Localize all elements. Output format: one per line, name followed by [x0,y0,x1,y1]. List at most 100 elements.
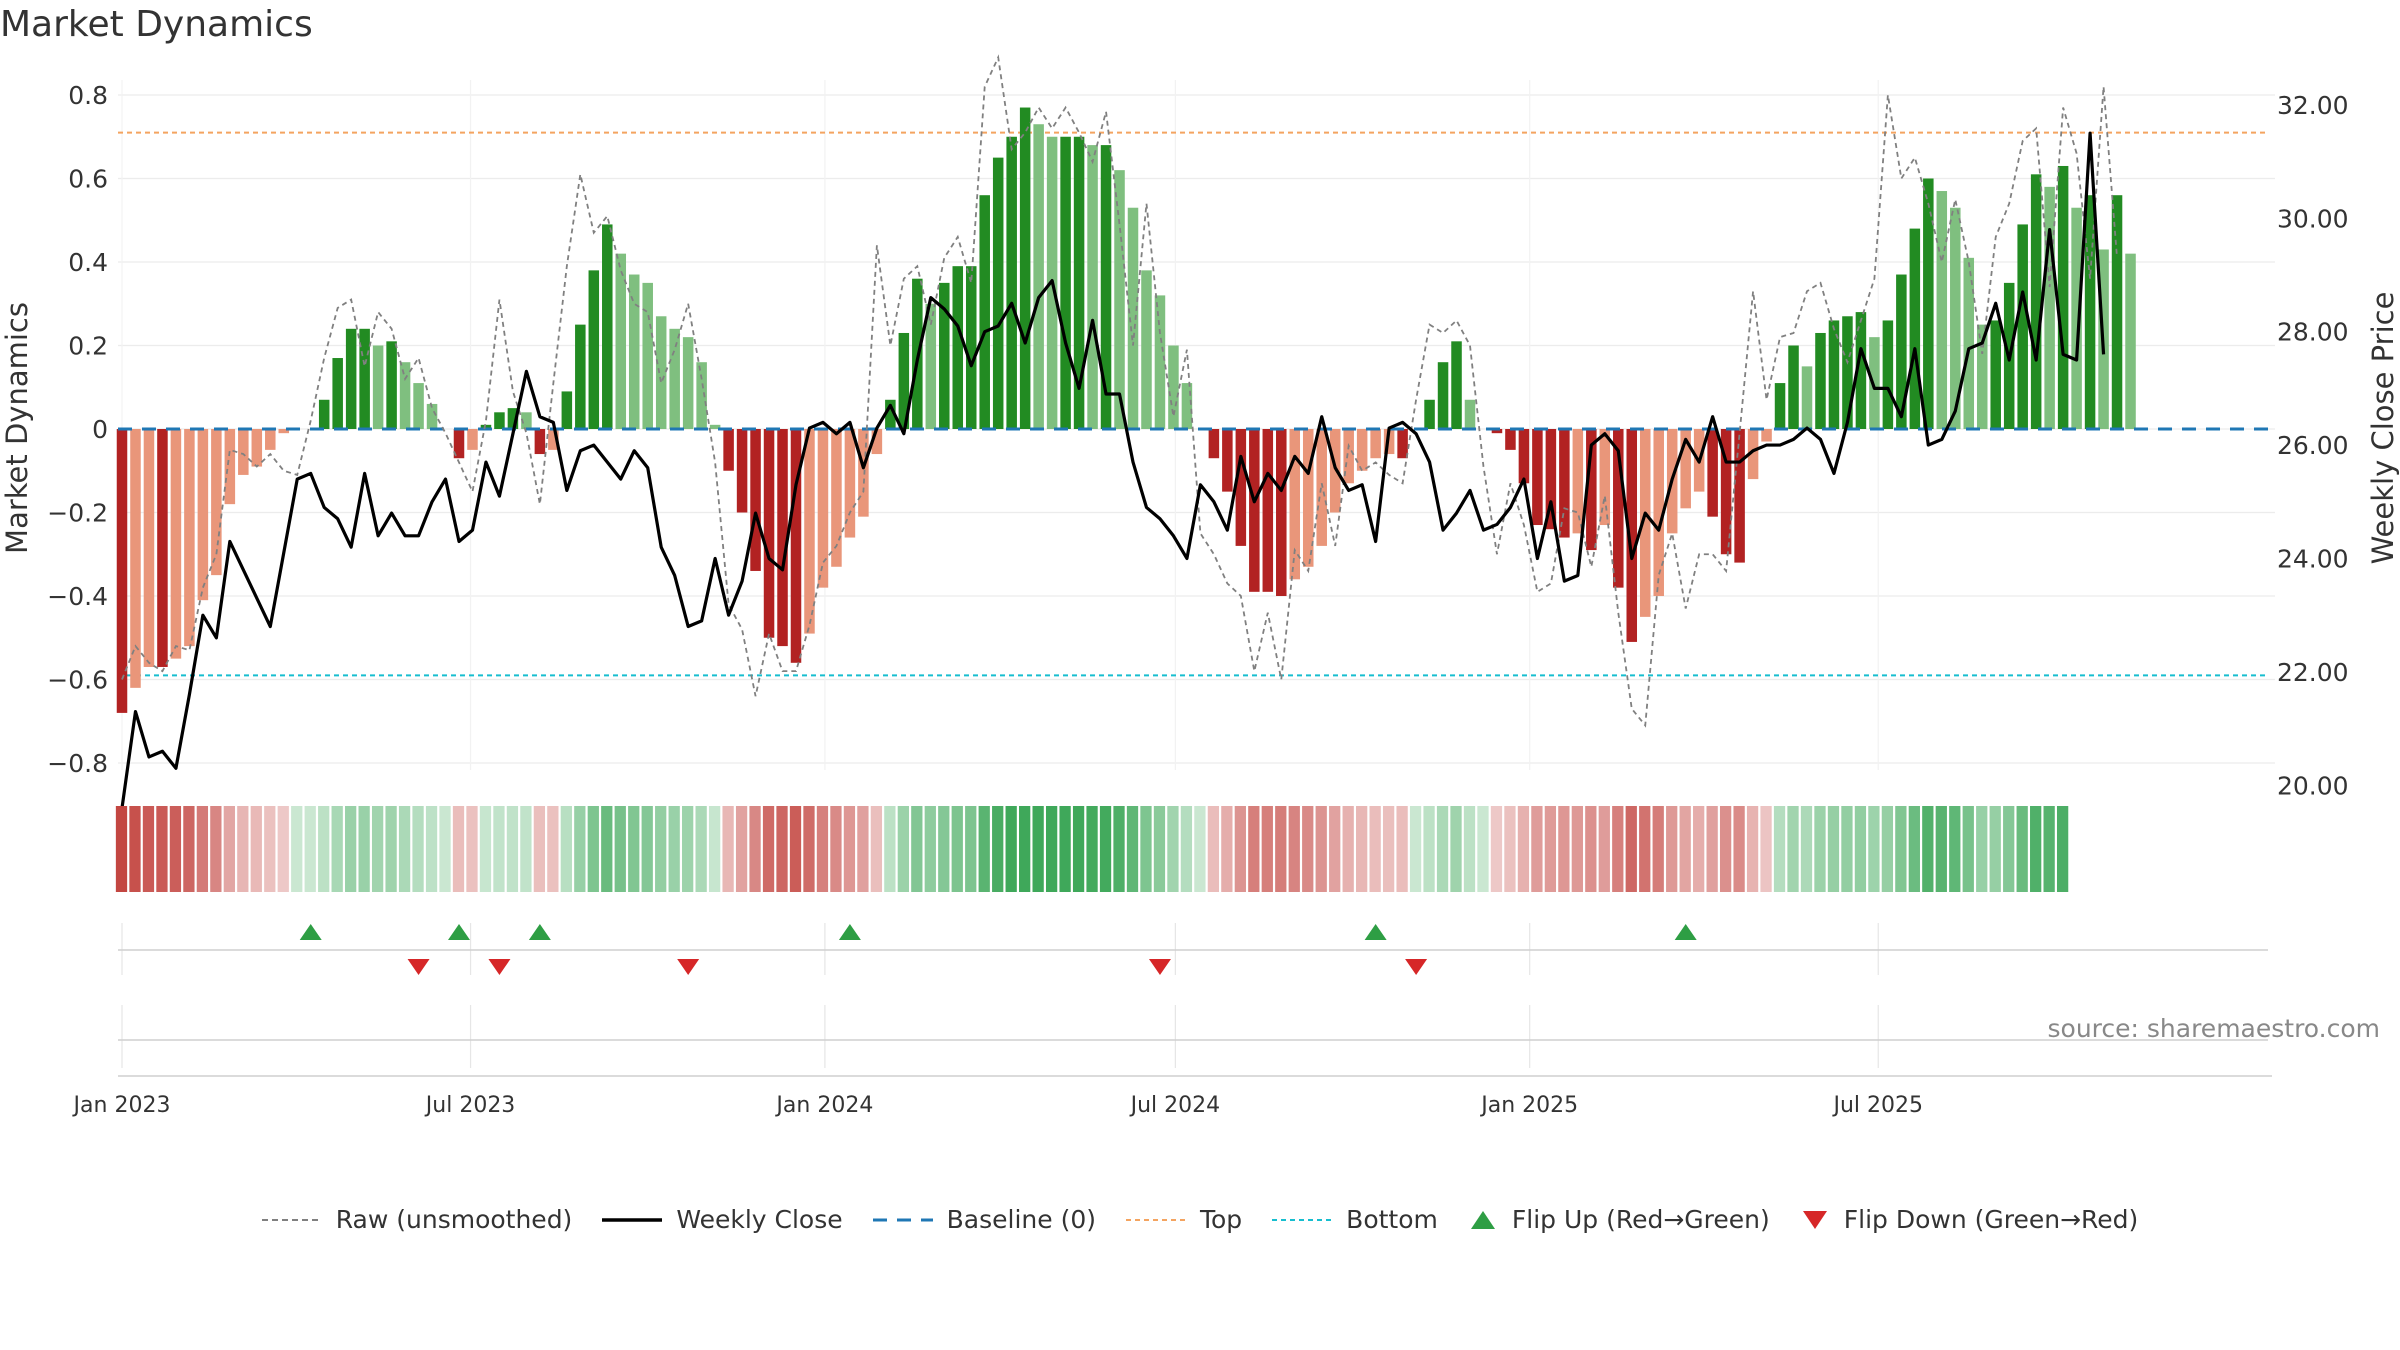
flip-up-marker [1674,924,1697,940]
regime-cell [1908,806,1920,892]
dynamics-bar [184,429,195,647]
regime-cell [1275,806,1287,892]
dynamics-bar [251,429,263,467]
dynamics-bar [265,429,276,450]
legend-label-close: Weekly Close [676,1205,843,1234]
triangle-up-icon [1470,1210,1495,1229]
regime-cell [466,806,478,892]
legend-label-bottom: Bottom [1346,1205,1438,1234]
regime-cell [2016,806,2028,892]
dynamics-bar [1842,316,1853,429]
legend-item-baseline: Baseline (0) [872,1205,1096,1234]
dynamics-bar [224,429,236,505]
dynamics-bar [1963,257,1975,429]
dynamics-bar [1087,145,1098,429]
dynamics-bar [655,316,667,429]
regime-cell [1194,806,1206,892]
dynamics-bar [1491,429,1503,434]
right-tick-label: 20.00 [2277,771,2349,800]
dynamics-bar [1437,362,1449,429]
dynamics-bar [2111,195,2123,429]
regime-cell [452,806,465,892]
dynamics-bar [211,429,222,576]
legend-item-raw: Raw (unsmoothed) [261,1205,572,1234]
regime-cell [196,806,209,892]
dynamics-bar [602,224,613,429]
dynamics-bar [494,412,505,429]
dynamics-bar [2071,207,2082,429]
legend-item-top: Top [1125,1205,1242,1234]
regime-cell [1032,806,1044,892]
dynamics-bar [2017,224,2028,429]
regime-cell [1733,806,1745,892]
legend-label-flip-down: Flip Down (Green→Red) [1843,1205,2139,1234]
regime-cell [358,806,370,892]
dynamics-bar [1936,191,1948,429]
regime-cell [479,806,492,892]
regime-cell [1814,806,1826,892]
regime-cell [1504,806,1516,892]
regime-cell [776,806,788,892]
dynamics-bar [575,324,586,429]
regime-cell [1072,806,1085,892]
dynamics-bar [1869,337,1880,429]
dynamics-bar [992,157,1004,429]
left-tick-label: 0.4 [68,248,108,277]
regime-cell [1639,806,1651,892]
dynamics-bar [763,429,775,638]
dynamics-bar [1289,429,1301,580]
regime-cell [1409,806,1422,892]
dynamics-bar [1613,429,1624,588]
regime-cell [857,806,869,892]
regime-cell [1800,806,1813,892]
regime-cell [250,806,262,892]
regime-cell [115,806,128,892]
raw-line [121,54,2118,728]
regime-cell [1693,806,1705,892]
dynamics-bar [480,424,492,429]
right-tick-label: 30.00 [2277,204,2349,233]
dynamics-bar [1276,429,1287,596]
regime-cell [1976,806,1988,892]
dynamics-bar [1235,429,1247,546]
close-series [120,131,2106,809]
triangle-down-icon [1802,1210,1827,1229]
flip-up-marker [1364,924,1387,940]
right-tick-label: 26.00 [2277,431,2349,460]
regime-cell [695,806,707,892]
flip-down-marker [488,959,511,975]
regime-cell [1652,806,1664,892]
legend-item-flip-down: Flip Down (Green→Red) [1800,1205,2139,1234]
regime-cell [385,806,397,892]
regime-cell [1719,806,1732,892]
regime-cell [1167,806,1179,892]
dynamics-bar [130,429,141,688]
dynamics-bar [1815,332,1826,429]
regime-cell [169,806,182,892]
dynamics-bar [1680,429,1691,509]
regime-cell [1558,806,1570,892]
flip-down-marker [1405,959,1428,975]
regime-cell [1140,806,1152,892]
regime-cell [1356,806,1368,892]
regime-cell [1787,806,1799,892]
regime-cell [210,806,222,892]
dynamics-bar [831,429,842,567]
dynamics-bar [413,383,424,429]
grid-lines [118,80,2275,1068]
regime-cell [142,806,155,892]
dynamics-bar [696,362,707,429]
dynamics-bar [1222,429,1233,492]
bottom-swatch-icon [1272,1218,1333,1221]
regime-cell [722,806,734,892]
regime-cell [1261,806,1273,892]
right-tick-label: 22.00 [2277,658,2349,687]
right-tick-label: 28.00 [2277,318,2349,347]
top-swatch-icon [1125,1218,1186,1221]
dynamics-bar [170,429,182,659]
regime-cell [965,806,977,892]
dynamics-bar [1100,145,1112,429]
dynamics-bar [1990,320,2001,429]
source-note: source: sharemaestro.com [2047,1014,2381,1043]
dynamics-bars [116,107,2268,713]
